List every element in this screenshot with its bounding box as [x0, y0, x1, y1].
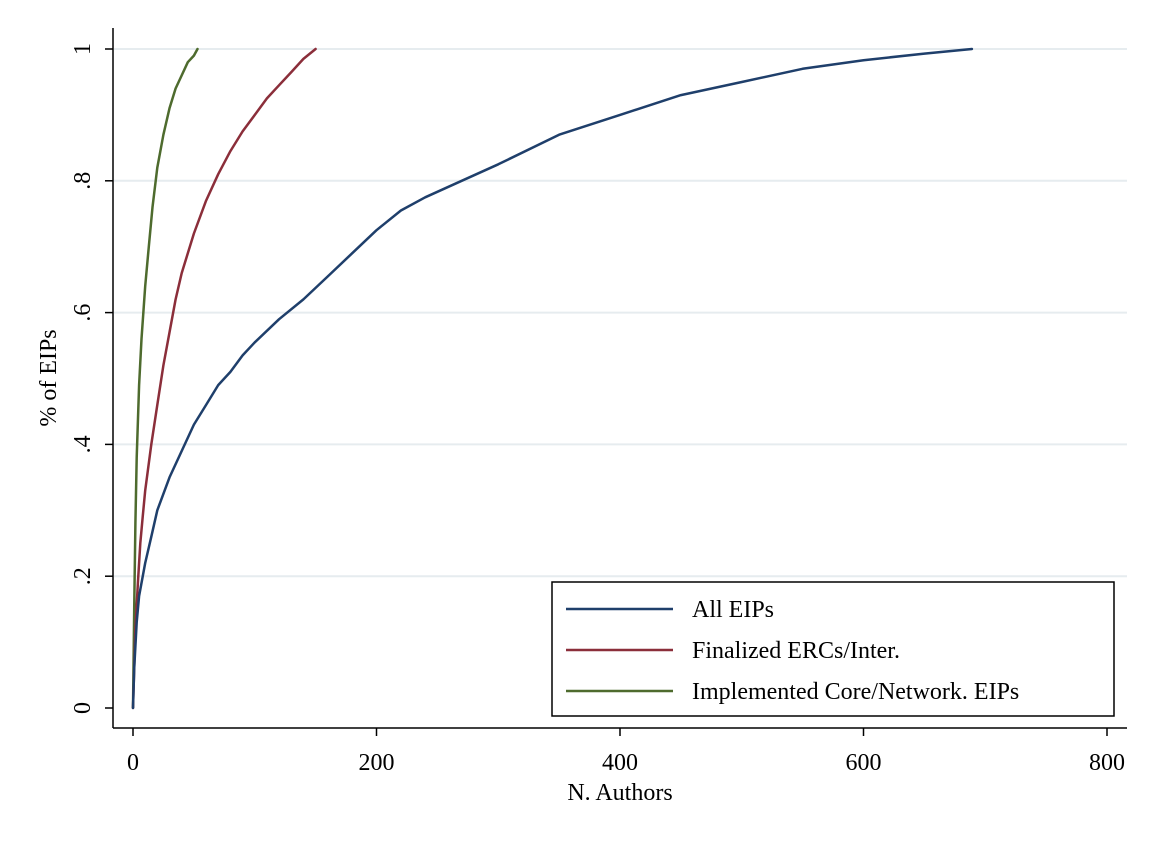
- x-tick-label: 800: [1089, 750, 1125, 776]
- x-axis-ticks: 0 200 400 600 800: [127, 728, 1125, 776]
- x-tick-label: 200: [359, 750, 395, 776]
- series-lines: [131, 47, 974, 710]
- legend-label-2: Implemented Core/Network. EIPs: [692, 679, 1019, 705]
- series-line-2: [131, 47, 199, 710]
- x-tick-label: 0: [127, 750, 139, 776]
- series-line-1: [131, 47, 317, 710]
- legend-label-1: Finalized ERCs/Inter.: [692, 638, 900, 664]
- legend: All EIPs Finalized ERCs/Inter. Implemented…: [551, 581, 1115, 717]
- y-tick-label: 1: [70, 43, 96, 55]
- y-tick-label: .2: [70, 567, 96, 585]
- y-axis-title: % of EIPs: [36, 329, 62, 426]
- y-tick-label: 0: [70, 702, 96, 714]
- series-line-0: [131, 47, 974, 710]
- y-tick-label: .6: [70, 304, 96, 322]
- legend-label-0: All EIPs: [692, 597, 774, 623]
- y-axis-ticks: 0 .2 .4 .6 .8 1: [70, 43, 113, 714]
- x-tick-label: 600: [846, 750, 882, 776]
- y-tick-label: .4: [70, 435, 96, 453]
- x-tick-label: 400: [602, 750, 638, 776]
- grid-lines: [114, 48, 1127, 578]
- y-tick-label: .8: [70, 172, 96, 190]
- x-axis-title: N. Authors: [567, 780, 672, 806]
